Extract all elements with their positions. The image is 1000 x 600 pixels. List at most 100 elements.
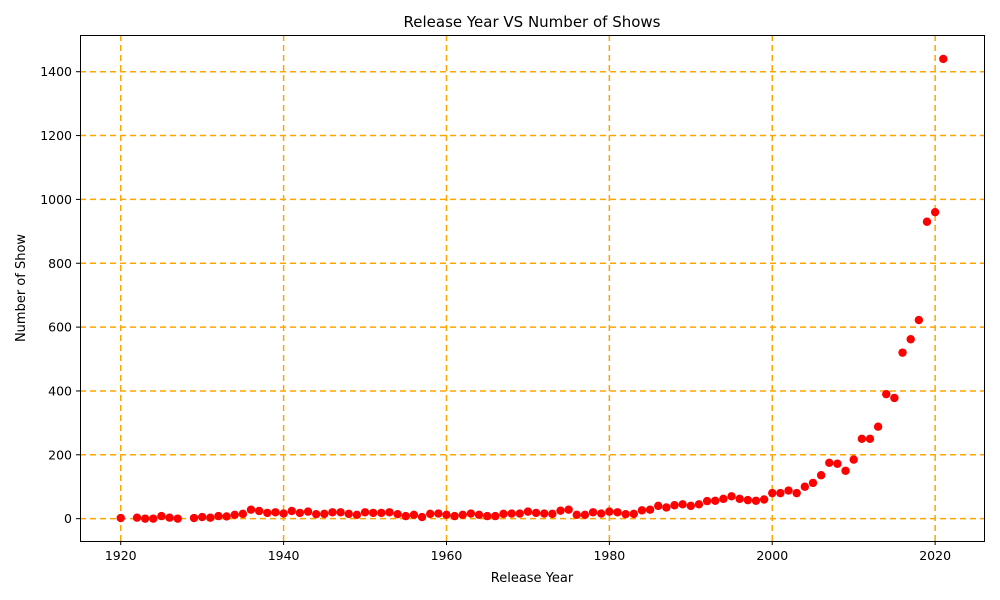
data-point (694, 500, 704, 509)
data-point (157, 511, 166, 521)
data-point (727, 492, 736, 501)
data-point (572, 510, 581, 520)
data-point (759, 495, 769, 504)
data-point (507, 509, 516, 518)
data-point (808, 478, 818, 488)
data-point (939, 54, 948, 64)
y-tick-label: 0 (64, 511, 72, 526)
x-tick-label: 2020 (919, 548, 951, 563)
y-tick-label: 600 (48, 320, 72, 335)
y-axis-ticks: 0 200 400 600 800 1000 1200 1400 (40, 64, 80, 526)
data-point (140, 514, 150, 523)
data-point (580, 510, 590, 520)
data-point (930, 207, 940, 217)
data-point (645, 505, 655, 514)
data-point (279, 509, 288, 518)
data-point (425, 509, 435, 519)
data-point (629, 509, 639, 519)
data-point (409, 510, 419, 520)
data-point (857, 434, 867, 444)
x-tick-label: 1960 (431, 548, 463, 563)
data-point (458, 510, 467, 520)
data-point (173, 514, 182, 523)
data-point (678, 500, 687, 509)
data-point (303, 507, 313, 516)
y-axis-label: Number of Show (14, 234, 29, 342)
data-point (922, 217, 932, 226)
data-point (474, 510, 484, 520)
data-point (287, 506, 296, 516)
data-point (540, 509, 549, 518)
x-tick-label: 1920 (105, 548, 137, 563)
data-point (890, 393, 899, 403)
x-axis-ticks: 1920 1940 1960 1980 2000 2020 (105, 541, 951, 563)
data-point (776, 488, 785, 498)
data-point (328, 508, 337, 517)
data-point (336, 508, 345, 517)
gridlines (80, 35, 984, 541)
data-point (360, 508, 370, 517)
data-point (873, 422, 883, 431)
data-point (654, 501, 663, 511)
data-point (670, 501, 679, 510)
y-tick-label: 400 (48, 383, 72, 398)
data-point (238, 509, 248, 519)
data-point (531, 508, 541, 518)
data-point (483, 511, 492, 521)
data-point (662, 503, 671, 512)
data-point (792, 488, 801, 498)
data-point (515, 509, 524, 518)
data-point (882, 389, 891, 399)
data-point (588, 508, 598, 517)
data-points (116, 54, 948, 523)
data-point (246, 505, 256, 514)
data-point (906, 335, 915, 344)
data-point (393, 509, 402, 519)
data-point (214, 511, 223, 521)
data-point (702, 496, 712, 506)
data-point (800, 482, 810, 491)
data-point (311, 509, 321, 519)
data-point (165, 513, 174, 522)
data-point (605, 507, 614, 516)
data-point (377, 508, 386, 518)
data-point (816, 471, 826, 480)
x-axis-label: Release Year (491, 571, 574, 586)
data-point (320, 509, 329, 519)
data-point (719, 494, 728, 504)
data-point (849, 455, 858, 464)
data-point (556, 506, 565, 515)
data-point (743, 495, 753, 505)
x-tick-label: 1940 (268, 548, 300, 563)
data-point (197, 512, 207, 522)
data-point (417, 512, 427, 522)
chart-title: Release Year VS Number of Shows (404, 13, 661, 31)
y-tick-label: 800 (48, 256, 72, 271)
data-point (206, 513, 215, 522)
data-point (132, 513, 142, 522)
data-point (149, 514, 158, 523)
data-point (401, 511, 410, 521)
data-point (254, 506, 264, 516)
data-point (271, 508, 280, 517)
data-point (914, 315, 924, 325)
data-point (686, 501, 696, 511)
data-point (621, 509, 630, 519)
data-point (898, 348, 907, 357)
y-tick-label: 200 (48, 447, 72, 462)
y-tick-label: 1000 (40, 192, 72, 207)
data-point (597, 509, 606, 518)
data-point (751, 496, 761, 505)
data-point (385, 508, 394, 517)
data-point (230, 510, 239, 520)
data-point (450, 511, 459, 521)
data-point (784, 486, 793, 495)
data-point (466, 509, 476, 518)
y-tick-label: 1400 (40, 64, 72, 79)
data-point (711, 496, 720, 505)
data-point (263, 508, 272, 518)
data-point (548, 509, 557, 519)
data-point (344, 509, 353, 519)
